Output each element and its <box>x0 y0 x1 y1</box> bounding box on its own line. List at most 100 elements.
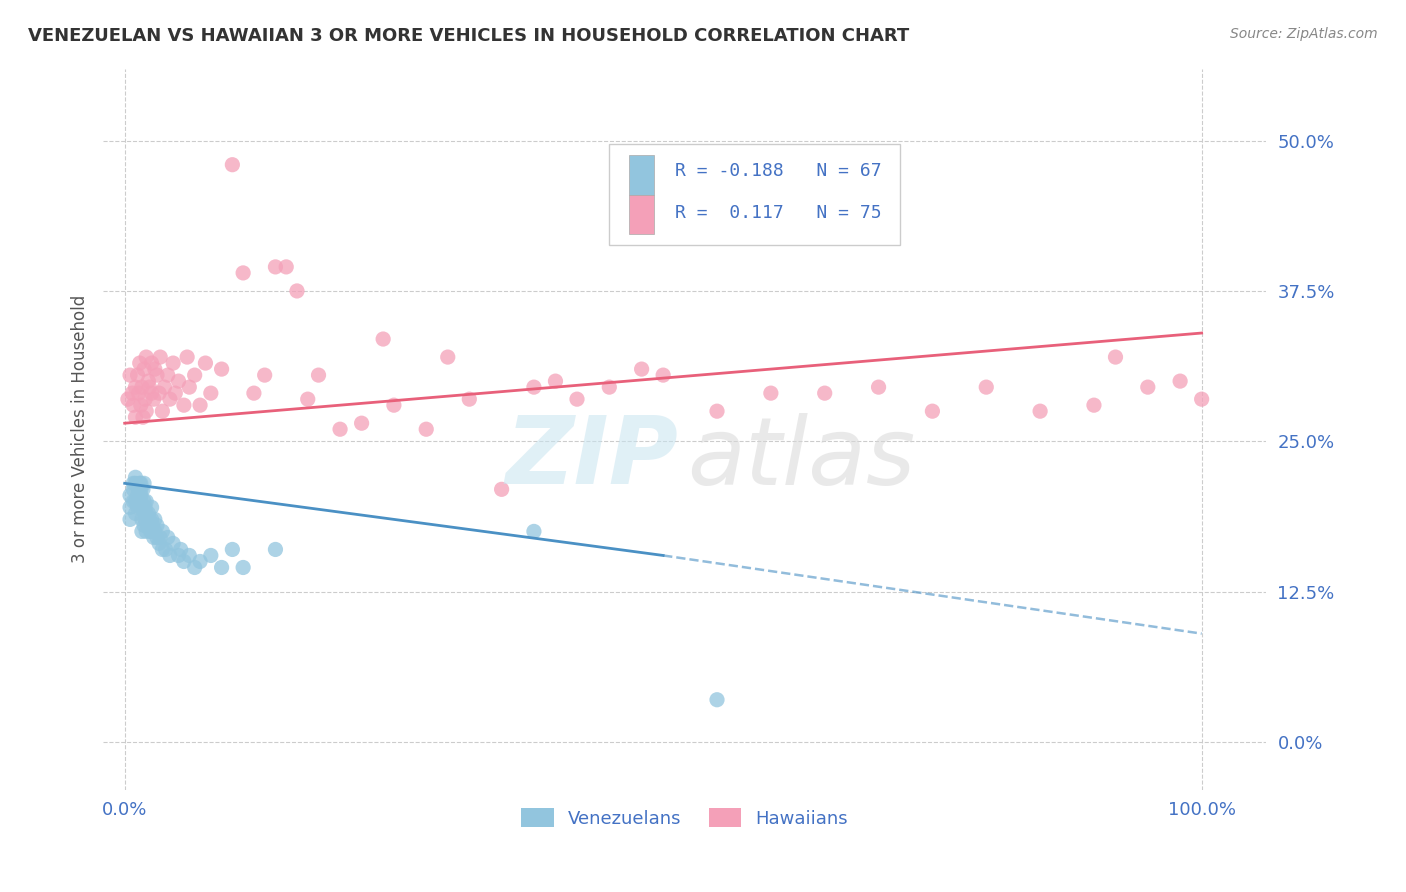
Point <box>129 483 152 497</box>
Point <box>188 554 211 568</box>
Text: R = -0.188   N = 67: R = -0.188 N = 67 <box>675 162 882 180</box>
Point <box>142 530 165 544</box>
Point <box>706 692 728 706</box>
Point <box>129 398 152 412</box>
Point <box>382 398 405 412</box>
Point <box>630 362 652 376</box>
Point <box>128 494 150 508</box>
Point <box>122 494 145 508</box>
Point <box>143 512 166 526</box>
Point <box>135 350 157 364</box>
Point <box>188 398 211 412</box>
Point <box>118 512 141 526</box>
Point <box>131 524 153 539</box>
Point <box>598 380 620 394</box>
Point <box>138 512 160 526</box>
Point <box>128 356 150 370</box>
Text: Source: ZipAtlas.com: Source: ZipAtlas.com <box>1230 27 1378 41</box>
Point <box>221 158 243 172</box>
Point <box>759 386 782 401</box>
Point <box>132 410 155 425</box>
Point <box>122 398 145 412</box>
Point <box>134 500 156 515</box>
FancyBboxPatch shape <box>628 155 654 194</box>
Point <box>122 476 145 491</box>
FancyBboxPatch shape <box>609 145 900 245</box>
Point <box>134 392 156 406</box>
Point <box>128 483 150 497</box>
Point <box>142 392 165 406</box>
Point <box>124 470 146 484</box>
Point <box>124 380 146 394</box>
Point <box>149 350 172 364</box>
Point <box>1029 404 1052 418</box>
Point <box>1136 380 1159 394</box>
Point <box>173 554 195 568</box>
Point <box>135 507 157 521</box>
Point <box>124 507 146 521</box>
Point <box>814 386 837 401</box>
Point <box>706 404 728 418</box>
Point <box>194 356 217 370</box>
Point <box>118 488 141 502</box>
Point <box>167 549 190 563</box>
Point <box>135 524 157 539</box>
Point <box>138 380 160 394</box>
Point <box>146 368 169 383</box>
Point <box>565 392 588 406</box>
Text: ZIP: ZIP <box>505 412 678 504</box>
Point <box>122 483 145 497</box>
Point <box>156 530 179 544</box>
Point <box>329 422 352 436</box>
Point <box>183 560 205 574</box>
Point <box>131 512 153 526</box>
Y-axis label: 3 or more Vehicles in Household: 3 or more Vehicles in Household <box>72 295 89 564</box>
Point <box>127 368 149 383</box>
Point <box>297 392 319 406</box>
Text: atlas: atlas <box>688 413 915 504</box>
Point <box>121 386 143 401</box>
Point <box>142 518 165 533</box>
Point <box>128 386 150 401</box>
Point <box>652 368 675 383</box>
Point <box>544 374 567 388</box>
Point <box>173 398 195 412</box>
Point <box>159 549 181 563</box>
Point <box>1083 398 1105 412</box>
Point <box>138 507 160 521</box>
Point <box>138 374 160 388</box>
Point <box>141 500 163 515</box>
Point <box>131 380 153 394</box>
Point <box>415 422 437 436</box>
Point <box>153 380 176 394</box>
Point <box>232 266 254 280</box>
Point <box>285 284 308 298</box>
Point <box>458 392 481 406</box>
Point <box>308 368 330 383</box>
Point <box>165 386 187 401</box>
Point <box>129 488 152 502</box>
Point <box>176 350 198 364</box>
Point <box>149 530 172 544</box>
Point <box>170 542 193 557</box>
Point <box>253 368 276 383</box>
FancyBboxPatch shape <box>628 194 654 235</box>
Text: VENEZUELAN VS HAWAIIAN 3 OR MORE VEHICLES IN HOUSEHOLD CORRELATION CHART: VENEZUELAN VS HAWAIIAN 3 OR MORE VEHICLE… <box>28 27 910 45</box>
Point <box>132 483 155 497</box>
Point <box>200 549 222 563</box>
Point <box>491 483 513 497</box>
Point <box>141 356 163 370</box>
Point <box>132 500 155 515</box>
Point <box>1168 374 1191 388</box>
Point <box>243 386 266 401</box>
Point <box>221 542 243 557</box>
Point <box>143 524 166 539</box>
Point <box>1191 392 1213 406</box>
Point <box>135 404 157 418</box>
Point <box>118 500 141 515</box>
Point <box>276 260 298 274</box>
Point <box>146 530 169 544</box>
Point <box>974 380 997 394</box>
Point <box>141 524 163 539</box>
Point <box>138 518 160 533</box>
